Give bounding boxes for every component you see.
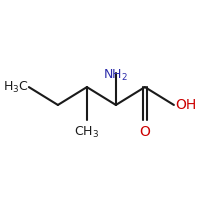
Text: OH: OH	[176, 98, 197, 112]
Text: H$_3$C: H$_3$C	[3, 80, 29, 95]
Text: CH$_3$: CH$_3$	[74, 125, 99, 140]
Text: O: O	[139, 125, 150, 139]
Text: NH$_2$: NH$_2$	[103, 68, 128, 83]
